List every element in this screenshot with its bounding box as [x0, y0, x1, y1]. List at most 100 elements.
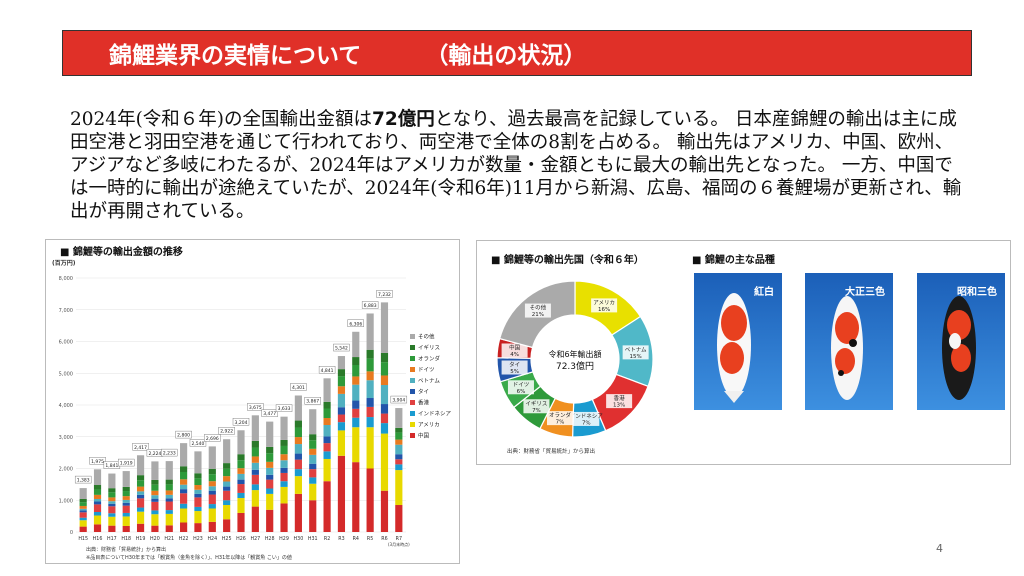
legend-swatch [410, 378, 415, 383]
bar-segment-オランダ [223, 468, 231, 477]
bar-segment-ベトナム [108, 501, 116, 504]
bar-segment-オランダ [323, 408, 331, 419]
bar-segment-その他 [108, 473, 116, 489]
x-tick-label: H22 [179, 536, 189, 542]
total-label: 2,224 [148, 451, 161, 457]
bar-segment-ドイツ [223, 476, 231, 482]
x-tick-label: H19 [136, 536, 146, 542]
bar-segment-香港 [251, 474, 259, 485]
bar-segment-タイ [395, 454, 403, 460]
legend-label: オランダ [418, 355, 441, 363]
x-tick-label: H17 [107, 536, 117, 542]
bar-segment-香港 [93, 504, 102, 512]
bar-segment-ドイツ [337, 386, 346, 394]
bar-segment-イギリス [194, 473, 202, 479]
bar-segment-香港 [79, 512, 87, 518]
total-label-box [304, 397, 321, 405]
slice-label-box [622, 345, 649, 360]
total-label: 2,233 [163, 451, 176, 457]
bar-segment-イギリス [380, 352, 389, 363]
body-text-amount: 72億円 [372, 109, 435, 130]
bar-segment-その他 [93, 469, 102, 486]
bar-segment-インドネシア [223, 500, 231, 506]
bar-segment-タイ [93, 501, 102, 505]
legend-swatch [410, 422, 415, 427]
donut-center-value: 72.3億円 [556, 360, 594, 372]
bar-segment-香港 [223, 490, 231, 501]
bar-segment-ドイツ [165, 490, 173, 495]
bar-segment-タイ [237, 479, 245, 485]
slice-name: イギリス [525, 400, 547, 407]
koi-label-kohaku: 紅白 [754, 287, 774, 298]
legend-label: ベトナム [418, 378, 440, 385]
slice-label-box [501, 343, 528, 358]
legend-label: 中国 [418, 432, 430, 440]
y-tick-label: 4,000 [59, 403, 73, 409]
bar-segment-タイ [79, 510, 87, 513]
slice-label-box [573, 411, 600, 426]
bar-segment-アメリカ [294, 476, 302, 494]
total-label: 2,696 [206, 436, 219, 442]
bar-segment-その他 [309, 409, 317, 435]
bar-segment-イギリス [280, 439, 288, 446]
bar-segment-香港 [151, 501, 159, 511]
bar-segment-その他 [352, 331, 360, 358]
bar-segment-ベトナム [208, 486, 216, 491]
slice-name: ドイツ [513, 382, 530, 388]
bar-segment-アメリカ [136, 511, 145, 524]
y-tick-label: 1,000 [59, 498, 73, 504]
bar-segment-その他 [366, 313, 374, 350]
bar-segment-その他 [180, 443, 188, 467]
total-label: 3,675 [249, 405, 262, 411]
total-label: 1,841 [105, 463, 118, 469]
total-label-box [189, 439, 207, 447]
donut-center-label: 令和6年輸出額 [548, 349, 601, 359]
slice-label-box [591, 298, 618, 313]
bar-segment-ベトナム [380, 384, 389, 405]
bar-segment-中国 [266, 509, 274, 532]
slice-label-box [546, 411, 573, 426]
total-label-box [89, 457, 106, 465]
bar-segment-香港 [108, 506, 116, 514]
bar-segment-イギリス [294, 420, 302, 428]
slice-percent: 16% [598, 307, 610, 313]
export-trend-panel: ■ 錦鯉等の輸出金額の推移 (百万円) 0 1,000 2,000 3,000 4,00… [45, 239, 460, 564]
total-label: 7,232 [378, 292, 391, 298]
bar-segment-アメリカ [366, 427, 374, 469]
legend-swatch [410, 433, 415, 438]
bar-segment-香港 [280, 472, 288, 482]
bar-segment-オランダ [180, 471, 188, 480]
total-label-box [361, 301, 379, 309]
y-tick-label: 2,000 [59, 467, 73, 473]
bar-segment-タイ [294, 453, 302, 460]
bar-segment-ドイツ [108, 497, 116, 502]
bar-segment-中国 [294, 493, 302, 532]
bar-segment-アメリカ [180, 508, 188, 523]
bar-segment-その他 [294, 395, 302, 421]
bar-segment-香港 [395, 459, 403, 465]
bar-segment-ドイツ [251, 456, 259, 463]
x-tick-note: (3月末時点) [388, 541, 410, 547]
bar-segment-インドネシア [151, 510, 159, 515]
slice-name: ベトナム [625, 346, 647, 353]
total-label-box [275, 404, 293, 412]
slice-percent: 5% [510, 369, 519, 375]
bar-segment-アメリカ [122, 516, 130, 526]
koi-label-taisho: 大正三色 [845, 287, 885, 298]
bar-segment-中国 [136, 523, 145, 532]
total-label-box [232, 418, 250, 426]
bar-segment-アメリカ [223, 505, 231, 520]
bar-segment-その他 [151, 461, 159, 480]
bar-segment-中国 [151, 525, 159, 532]
total-label: 5,542 [335, 346, 348, 352]
bar-segment-インドネシア [194, 506, 202, 512]
bar-segment-イギリス [136, 475, 145, 481]
legend-label: インドネシア [418, 411, 452, 418]
x-tick-label: H23 [193, 536, 203, 542]
bar-segment-中国 [122, 525, 130, 532]
bar-segment-中国 [108, 525, 116, 532]
bar-segment-ベトナム [337, 393, 346, 408]
total-label-box [74, 475, 92, 484]
total-label: 3,633 [278, 406, 291, 412]
bar-segment-中国 [165, 525, 173, 532]
